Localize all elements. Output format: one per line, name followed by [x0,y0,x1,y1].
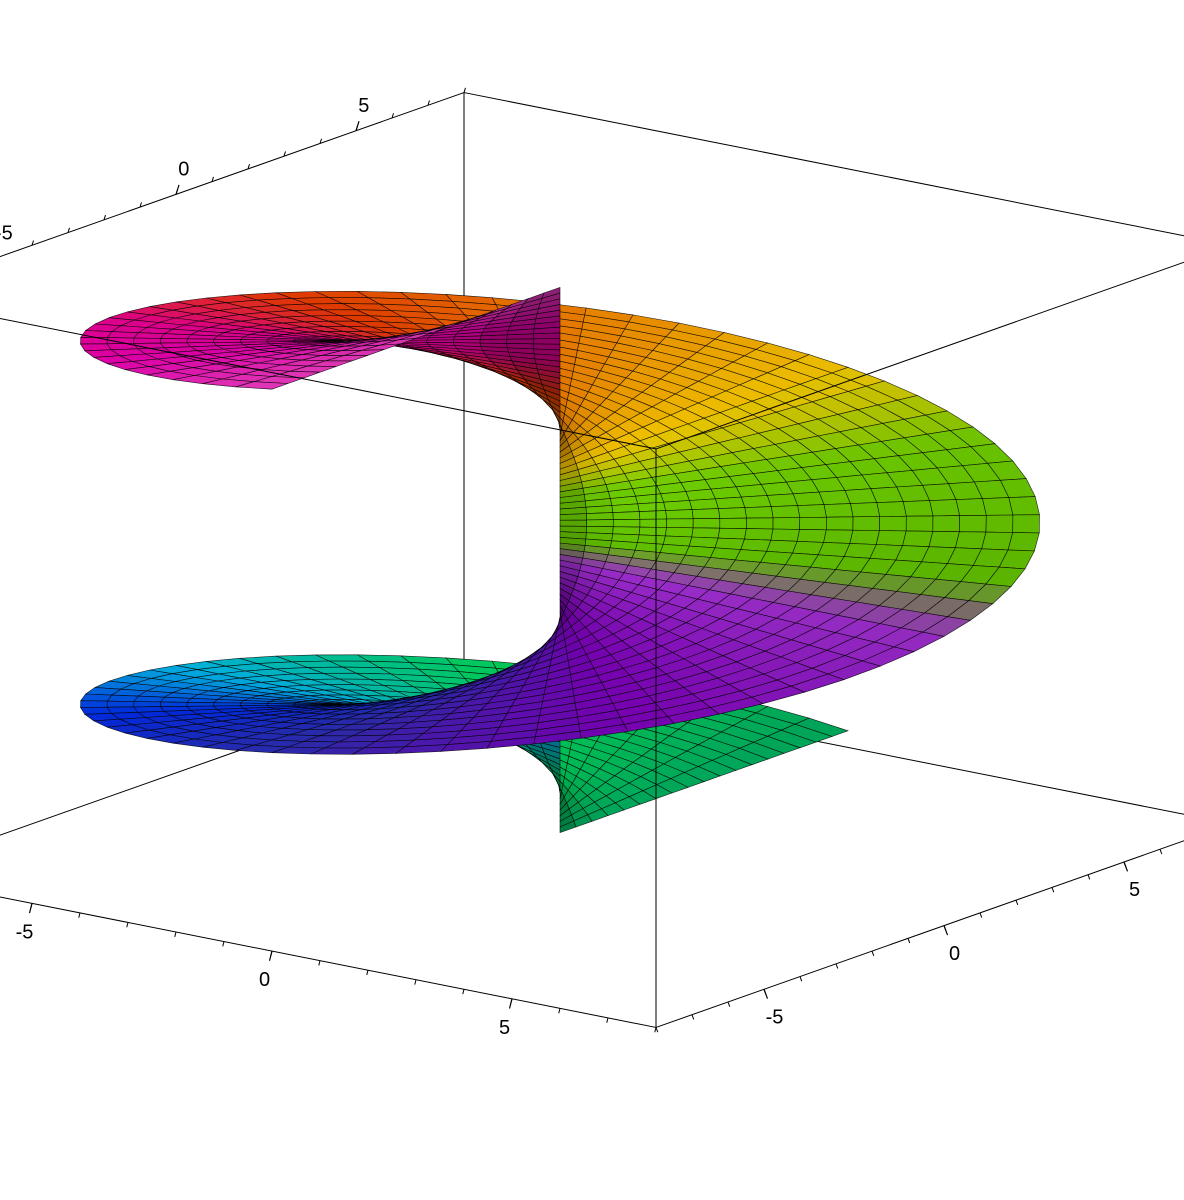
tick-label: -5 [16,921,34,943]
tick-label: 5 [1129,879,1140,901]
tick-label: 0 [949,943,960,965]
tick-label: 5 [499,1017,510,1039]
tick-label: -5 [766,1006,784,1028]
tick-label: 0 [178,159,189,181]
tick-label: 0 [259,969,270,991]
riemann-surface [81,287,1040,832]
tick-label: 5 [358,95,369,117]
tick-label: -5 [0,222,13,244]
riemann-surface-3d-plot: -505-505-505-5-2,502,5-5 [0,0,1184,1200]
